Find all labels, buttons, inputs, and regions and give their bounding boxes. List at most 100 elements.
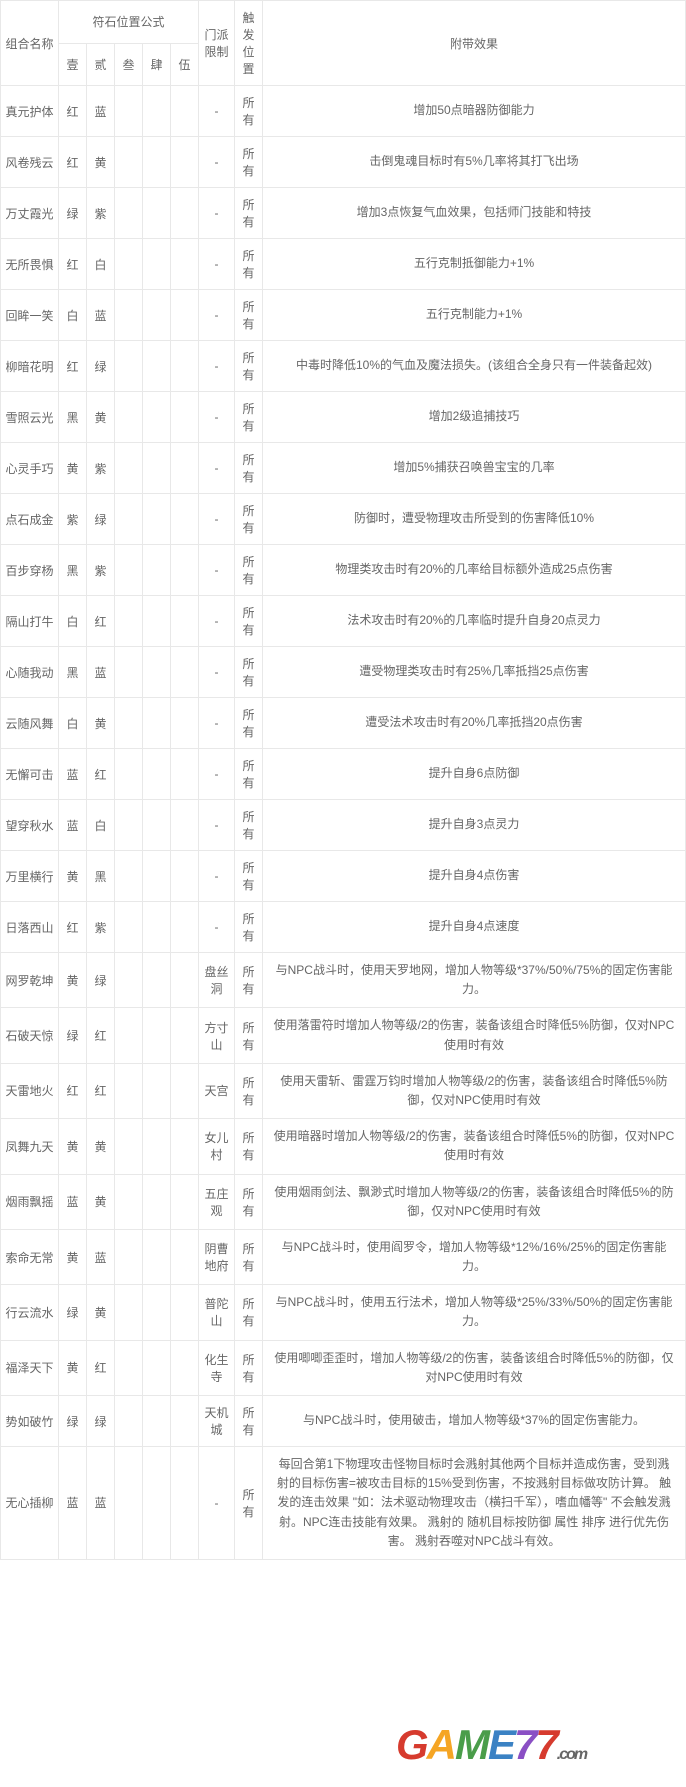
cell-stone-2: 紫 (87, 443, 115, 494)
cell-stone-1: 绿 (59, 188, 87, 239)
cell-stone-2: 紫 (87, 902, 115, 953)
cell-stone-5 (171, 1396, 199, 1447)
cell-trigger: 所有 (235, 1447, 263, 1560)
cell-school: - (199, 239, 235, 290)
cell-effect: 增加2级追捕技巧 (263, 392, 686, 443)
table-row: 百步穿杨黑紫-所有物理类攻击时有20%的几率给目标额外造成25点伤害 (1, 545, 686, 596)
cell-school: 阴曹地府 (199, 1229, 235, 1284)
cell-school: - (199, 698, 235, 749)
cell-name: 万丈霞光 (1, 188, 59, 239)
cell-stone-3 (115, 800, 143, 851)
cell-name: 回眸一笑 (1, 290, 59, 341)
cell-stone-1: 黄 (59, 953, 87, 1008)
cell-stone-4 (143, 1285, 171, 1340)
cell-effect: 使用落雷符时增加人物等级/2的伤害，装备该组合时降低5%防御，仅对NPC使用时有… (263, 1008, 686, 1063)
cell-stone-1: 黄 (59, 1229, 87, 1284)
cell-stone-3 (115, 494, 143, 545)
cell-trigger: 所有 (235, 647, 263, 698)
cell-school: - (199, 800, 235, 851)
cell-stone-5 (171, 443, 199, 494)
watermark: GAME77.com (386, 1714, 686, 1787)
cell-stone-5 (171, 188, 199, 239)
cell-stone-2: 红 (87, 1008, 115, 1063)
cell-school: 天机城 (199, 1396, 235, 1447)
cell-trigger: 所有 (235, 596, 263, 647)
cell-stone-3 (115, 647, 143, 698)
cell-school: - (199, 596, 235, 647)
cell-trigger: 所有 (235, 1063, 263, 1118)
cell-stone-3 (115, 86, 143, 137)
cell-stone-3 (115, 1285, 143, 1340)
cell-effect: 遭受法术攻击时有20%几率抵挡20点伤害 (263, 698, 686, 749)
cell-name: 风卷残云 (1, 137, 59, 188)
cell-trigger: 所有 (235, 902, 263, 953)
cell-stone-1: 黑 (59, 392, 87, 443)
cell-stone-5 (171, 749, 199, 800)
table-row: 无所畏惧红白-所有五行克制抵御能力+1% (1, 239, 686, 290)
table-row: 真元护体红蓝-所有增加50点暗器防御能力 (1, 86, 686, 137)
table-row: 雪照云光黑黄-所有增加2级追捕技巧 (1, 392, 686, 443)
cell-effect: 增加50点暗器防御能力 (263, 86, 686, 137)
cell-name: 势如破竹 (1, 1396, 59, 1447)
cell-stone-5 (171, 545, 199, 596)
cell-stone-1: 黄 (59, 443, 87, 494)
cell-stone-1: 黑 (59, 647, 87, 698)
table-body: 真元护体红蓝-所有增加50点暗器防御能力风卷残云红黄-所有击倒鬼魂目标时有5%几… (1, 86, 686, 1560)
cell-stone-2: 蓝 (87, 1229, 115, 1284)
cell-stone-4 (143, 596, 171, 647)
header-stone-group: 符石位置公式 (59, 1, 199, 44)
cell-name: 凤舞九天 (1, 1119, 59, 1174)
cell-name: 索命无常 (1, 1229, 59, 1284)
table-row: 回眸一笑白蓝-所有五行克制能力+1% (1, 290, 686, 341)
cell-school: - (199, 902, 235, 953)
cell-effect: 使用唧唧歪歪时，增加人物等级/2的伤害，装备该组合时降低5%的防御，仅对NPC使… (263, 1340, 686, 1395)
cell-stone-3 (115, 1174, 143, 1229)
cell-stone-1: 绿 (59, 1008, 87, 1063)
cell-stone-3 (115, 1119, 143, 1174)
cell-stone-2: 白 (87, 800, 115, 851)
cell-effect: 提升自身3点灵力 (263, 800, 686, 851)
cell-name: 天雷地火 (1, 1063, 59, 1118)
table-row: 天雷地火红红天宫所有使用天雷斩、雷霆万钧时增加人物等级/2的伤害，装备该组合时降… (1, 1063, 686, 1118)
header-trigger: 触发位置 (235, 1, 263, 86)
cell-stone-3 (115, 596, 143, 647)
cell-stone-5 (171, 392, 199, 443)
cell-stone-2: 绿 (87, 341, 115, 392)
cell-trigger: 所有 (235, 341, 263, 392)
table-row: 风卷残云红黄-所有击倒鬼魂目标时有5%几率将其打飞出场 (1, 137, 686, 188)
cell-school: - (199, 1447, 235, 1560)
cell-stone-3 (115, 851, 143, 902)
cell-school: - (199, 341, 235, 392)
cell-school: 普陀山 (199, 1285, 235, 1340)
cell-stone-1: 白 (59, 290, 87, 341)
header-school: 门派限制 (199, 1, 235, 86)
cell-stone-4 (143, 1174, 171, 1229)
table-row: 势如破竹绿绿天机城所有与NPC战斗时，使用破击，增加人物等级*37%的固定伤害能… (1, 1396, 686, 1447)
cell-stone-5 (171, 953, 199, 1008)
cell-stone-5 (171, 1008, 199, 1063)
cell-trigger: 所有 (235, 239, 263, 290)
cell-effect: 与NPC战斗时，使用阎罗令，增加人物等级*12%/16%/25%的固定伤害能力。 (263, 1229, 686, 1284)
cell-stone-5 (171, 341, 199, 392)
cell-name: 望穿秋水 (1, 800, 59, 851)
cell-name: 隔山打牛 (1, 596, 59, 647)
cell-stone-1: 红 (59, 137, 87, 188)
cell-stone-1: 蓝 (59, 1447, 87, 1560)
table-row: 网罗乾坤黄绿盘丝洞所有与NPC战斗时，使用天罗地网，增加人物等级*37%/50%… (1, 953, 686, 1008)
cell-stone-5 (171, 1340, 199, 1395)
cell-trigger: 所有 (235, 800, 263, 851)
cell-name: 福泽天下 (1, 1340, 59, 1395)
cell-stone-2: 黄 (87, 1119, 115, 1174)
cell-stone-1: 紫 (59, 494, 87, 545)
header-stone-1: 壹 (59, 43, 87, 86)
table-row: 万里横行黄黑-所有提升自身4点伤害 (1, 851, 686, 902)
cell-name: 真元护体 (1, 86, 59, 137)
cell-stone-3 (115, 239, 143, 290)
cell-stone-3 (115, 545, 143, 596)
cell-school: - (199, 851, 235, 902)
runestone-combo-table: 组合名称 符石位置公式 门派限制 触发位置 附带效果 壹 贰 叁 肆 伍 真元护… (0, 0, 686, 1560)
cell-stone-4 (143, 1063, 171, 1118)
cell-stone-4 (143, 545, 171, 596)
cell-name: 无懈可击 (1, 749, 59, 800)
watermark-letter: A (426, 1721, 455, 1768)
